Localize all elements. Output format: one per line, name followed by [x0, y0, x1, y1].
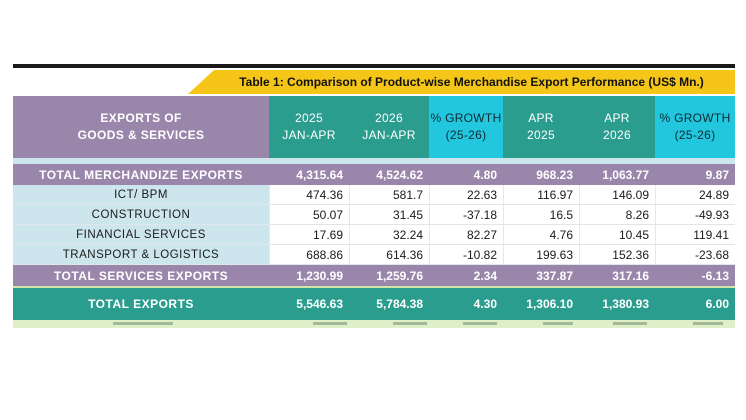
row-value-cell: 16.5 — [503, 205, 579, 224]
header-col-apr-2026: APR 2026 — [579, 96, 655, 158]
row-transport-logistics: TRANSPORT & LOGISTICS 688.86 614.36 -10.82 1… — [13, 245, 735, 265]
export-table: Table 1: Comparison of Product-wise Merc… — [13, 64, 735, 328]
row-value-cell: -37.18 — [429, 205, 503, 224]
cropped-text-fragment — [693, 322, 723, 325]
row-value-cell: 6.00 — [705, 297, 729, 311]
row-value-cell: 5,546.63 — [296, 297, 343, 311]
row-value-cell: 688.86 — [269, 245, 349, 264]
row-value-cell: 4.80 — [473, 167, 497, 182]
row-value-cell: -23.68 — [655, 245, 735, 264]
header-col-line1: APR — [604, 111, 630, 125]
row-label: CONSTRUCTION — [13, 205, 269, 224]
row-value-cell: 1,063.77 — [602, 167, 649, 182]
row-value-cell: 4,524.62 — [376, 167, 423, 182]
cropped-text-fragment — [543, 322, 573, 325]
row-value-cell: 17.69 — [269, 225, 349, 244]
row-value-cell: 4.76 — [503, 225, 579, 244]
top-rule — [13, 64, 735, 68]
row-value-cell: 146.09 — [579, 185, 655, 204]
row-total-merchandize: TOTAL MERCHANDIZE EXPORTS 4,315.64 4,524.6… — [13, 164, 735, 185]
row-value-cell: 968.23 — [536, 167, 573, 182]
table-title: Table 1: Comparison of Product-wise Merc… — [188, 70, 735, 94]
row-total-services: TOTAL SERVICES EXPORTS 1,230.99 1,259.76 2.… — [13, 265, 735, 286]
row-value-cell: 337.87 — [536, 268, 573, 283]
row-label: TOTAL EXPORTS — [88, 297, 194, 311]
header-col-2026-jan-apr: 2026 JAN-APR — [349, 96, 429, 158]
cropped-row-bottom — [13, 320, 735, 328]
row-financial-services: FINANCIAL SERVICES 17.69 32.24 82.27 4.76 10.… — [13, 225, 735, 245]
header-col-line1: % GROWTH — [430, 111, 502, 125]
header-label-cell: EXPORTS OF GOODS & SERVICES — [13, 96, 269, 158]
cropped-text-fragment — [393, 322, 427, 325]
cropped-text-fragment — [313, 322, 347, 325]
row-value-cell: 82.27 — [429, 225, 503, 244]
row-total-exports: TOTAL EXPORTS 5,546.63 5,784.38 4.30 1,306.1… — [13, 286, 735, 320]
header-col-line2: JAN-APR — [282, 128, 336, 142]
row-value-cell: 22.63 — [429, 185, 503, 204]
row-value-cell: 50.07 — [269, 205, 349, 224]
header-col-growth-jan-apr: % GROWTH (25-26) — [429, 96, 503, 158]
row-value-cell: 1,380.93 — [602, 297, 649, 311]
row-value-cell: 199.63 — [503, 245, 579, 264]
cropped-text-fragment — [613, 322, 647, 325]
row-value-cell: 9.87 — [705, 167, 729, 182]
row-value-cell: 581.7 — [349, 185, 429, 204]
row-value-cell: 2.34 — [473, 268, 497, 283]
row-label: FINANCIAL SERVICES — [13, 225, 269, 244]
row-value-cell: -6.13 — [701, 268, 729, 283]
row-value-cell: -10.82 — [429, 245, 503, 264]
row-value-cell: 1,259.76 — [376, 268, 423, 283]
header-col-line1: 2026 — [375, 111, 403, 125]
row-value-cell: 1,230.99 — [296, 268, 343, 283]
row-ict-bpm: ICT/ BPM 474.36 581.7 22.63 116.97 146.09 24.8… — [13, 185, 735, 205]
row-value-cell: 119.41 — [655, 225, 735, 244]
row-value-cell: 31.45 — [349, 205, 429, 224]
row-value-cell: 614.36 — [349, 245, 429, 264]
row-value-cell: 1,306.10 — [526, 297, 573, 311]
cropped-text-fragment — [113, 322, 173, 325]
header-col-line2: (25-26) — [445, 128, 487, 142]
row-value-cell: 24.89 — [655, 185, 735, 204]
header-col-line2: JAN-APR — [362, 128, 416, 142]
row-label: TOTAL SERVICES EXPORTS — [53, 268, 229, 283]
header-col-line2: 2026 — [603, 128, 631, 142]
row-value-cell: 5,784.38 — [376, 297, 423, 311]
header-col-growth-apr: % GROWTH (25-26) — [655, 96, 735, 158]
header-col-line2: (25-26) — [674, 128, 716, 142]
row-construction: CONSTRUCTION 50.07 31.45 -37.18 16.5 8.26 -49.… — [13, 205, 735, 225]
row-value-cell: 474.36 — [269, 185, 349, 204]
header-col-line1: 2025 — [295, 111, 323, 125]
row-value-cell: 32.24 — [349, 225, 429, 244]
cropped-row-top — [13, 158, 735, 164]
row-value-cell: 8.26 — [579, 205, 655, 224]
header-label-line2: GOODS & SERVICES — [77, 128, 205, 142]
row-value-cell: -49.93 — [655, 205, 735, 224]
row-label: ICT/ BPM — [13, 185, 269, 204]
row-value-cell: 4.30 — [473, 297, 497, 311]
row-value-cell: 152.36 — [579, 245, 655, 264]
header-col-apr-2025: APR 2025 — [503, 96, 579, 158]
cropped-text-fragment — [463, 322, 497, 325]
header-col-line1: APR — [528, 111, 554, 125]
header-col-2025-jan-apr: 2025 JAN-APR — [269, 96, 349, 158]
row-label: TOTAL MERCHANDIZE EXPORTS — [39, 167, 243, 182]
row-value-cell: 4,315.64 — [296, 167, 343, 182]
row-label: TRANSPORT & LOGISTICS — [13, 245, 269, 264]
header-col-line2: 2025 — [527, 128, 555, 142]
row-value-cell: 10.45 — [579, 225, 655, 244]
row-value-cell: 116.97 — [503, 185, 579, 204]
header-col-line1: % GROWTH — [659, 111, 731, 125]
row-value-cell: 317.16 — [612, 268, 649, 283]
header-label-line1: EXPORTS OF — [100, 111, 182, 125]
